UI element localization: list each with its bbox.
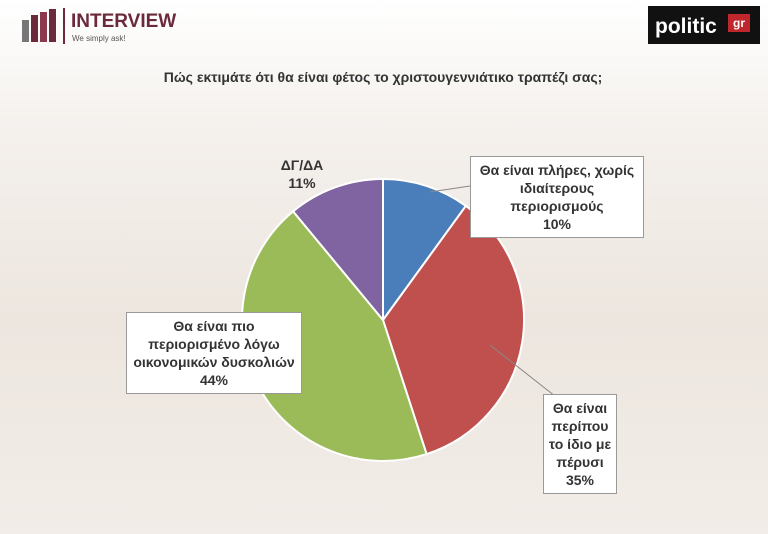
brand: INTERVIEW <box>71 11 176 32</box>
category-label: Θα είναι πλήρες, χωρίς ιδιαίτερους περιο… <box>479 162 635 214</box>
leader-line <box>489 344 561 401</box>
pie-slice <box>382 177 468 324</box>
source: politic <box>655 15 717 38</box>
chart-title: Πώς εκτιμάτε ότι θα είναι φέτος το χριστ… <box>164 69 603 85</box>
value-label: 11% <box>288 175 316 191</box>
data-label: Θα είναι πιο περιορισμένο λόγω οικονομικ… <box>126 312 302 394</box>
data-label: Θα είναι πλήρες, χωρίς ιδιαίτερους περιο… <box>470 156 644 238</box>
tagline: We simply ask! <box>72 34 126 43</box>
category-label: Θα είναι περίπου το ίδιο με πέρυσι <box>548 400 612 470</box>
source-suffix: gr <box>733 16 745 30</box>
data-label: ΔΓ/ΔΑ 11% <box>262 156 342 192</box>
value-label: 44% <box>199 372 229 388</box>
category-label: Θα είναι πιο περιορισμένο λόγω οικονομικ… <box>133 318 295 370</box>
data-label: Θα είναι περίπου το ίδιο με πέρυσι 35% <box>543 394 617 494</box>
pie <box>241 177 525 462</box>
pie-slice <box>291 177 384 323</box>
source-badge <box>728 14 750 32</box>
value-label: 35% <box>565 472 595 488</box>
value-label: 10% <box>542 216 572 232</box>
brand-logo <box>22 8 65 44</box>
leader-line <box>429 185 471 193</box>
category-label: ΔΓ/ΔΑ <box>280 157 324 173</box>
